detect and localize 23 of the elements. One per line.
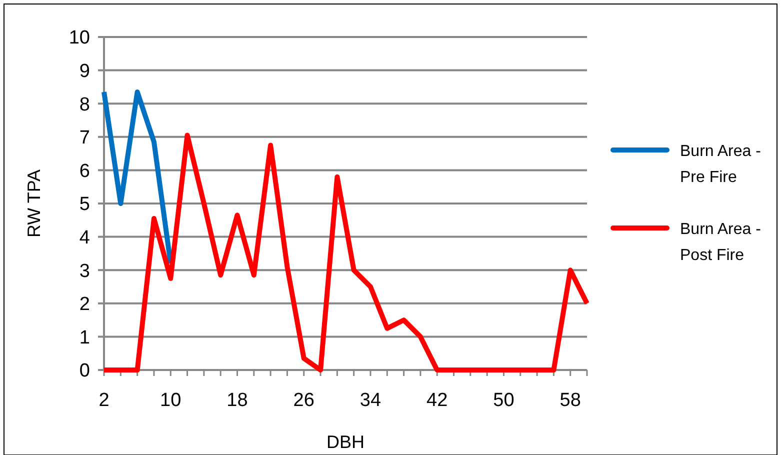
x-tick-label: 18 <box>226 390 248 411</box>
y-tick-label: 2 <box>79 294 90 316</box>
y-tick-label: 8 <box>79 94 90 116</box>
y-tick-label: 4 <box>79 227 90 248</box>
x-axis-title: DBH <box>326 432 365 452</box>
y-tick-label: 3 <box>79 260 90 282</box>
x-tick-label: 26 <box>293 390 314 411</box>
y-tick-label: 1 <box>79 327 90 348</box>
x-tick-label: 2 <box>98 390 110 411</box>
y-tick-label: 10 <box>68 28 90 49</box>
y-tick-label: 9 <box>79 60 90 82</box>
legend-label: Burn Area - Pre Fire <box>680 143 761 186</box>
y-tick-label: 5 <box>79 194 90 216</box>
x-tick-label: 10 <box>160 390 182 411</box>
y-tick-label: 7 <box>79 128 90 149</box>
y-tick-label: 6 <box>79 160 90 182</box>
x-tick-label: 50 <box>493 390 514 411</box>
y-axis-title: RW TPA <box>24 169 44 238</box>
legend-label: Burn Area - Post Fire <box>680 221 761 264</box>
y-tick-label: 0 <box>79 360 90 382</box>
x-tick-label: 34 <box>360 390 382 411</box>
x-tick-label: 42 <box>426 390 448 411</box>
x-tick-label: 58 <box>560 390 581 411</box>
